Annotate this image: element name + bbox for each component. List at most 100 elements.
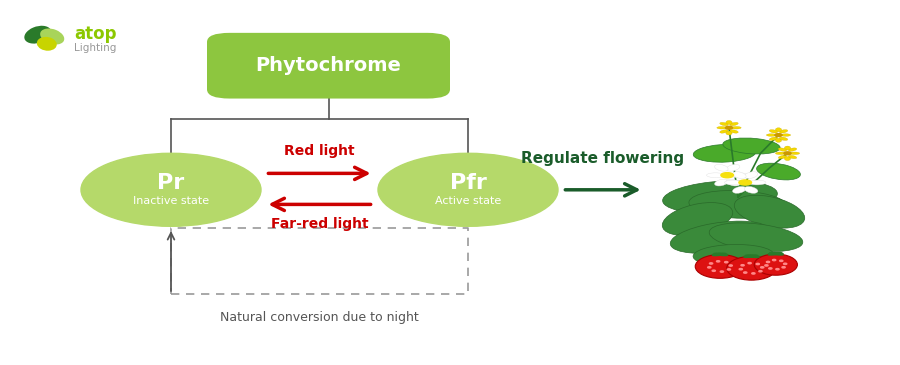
Circle shape xyxy=(769,268,772,269)
Ellipse shape xyxy=(24,26,51,43)
Ellipse shape xyxy=(743,255,760,258)
Ellipse shape xyxy=(768,252,782,256)
Ellipse shape xyxy=(693,245,774,266)
Circle shape xyxy=(765,265,768,266)
Ellipse shape xyxy=(754,254,797,275)
Ellipse shape xyxy=(785,157,790,161)
Circle shape xyxy=(760,267,764,268)
Text: Lighting: Lighting xyxy=(74,43,116,53)
Ellipse shape xyxy=(730,173,748,177)
Ellipse shape xyxy=(727,256,776,280)
Ellipse shape xyxy=(724,180,742,185)
Circle shape xyxy=(712,270,716,272)
Text: Active state: Active state xyxy=(435,196,501,206)
Circle shape xyxy=(727,269,731,270)
Circle shape xyxy=(748,262,752,264)
Ellipse shape xyxy=(720,122,728,126)
Circle shape xyxy=(378,153,558,226)
Ellipse shape xyxy=(790,152,800,155)
Ellipse shape xyxy=(695,255,745,278)
Ellipse shape xyxy=(730,130,738,133)
Circle shape xyxy=(772,260,776,261)
Ellipse shape xyxy=(693,145,756,162)
Circle shape xyxy=(784,152,791,155)
Ellipse shape xyxy=(670,221,770,253)
Circle shape xyxy=(739,269,742,270)
Ellipse shape xyxy=(734,195,805,228)
Circle shape xyxy=(775,134,782,137)
Ellipse shape xyxy=(776,128,781,132)
Text: Pr: Pr xyxy=(158,173,184,193)
Ellipse shape xyxy=(779,130,788,133)
Circle shape xyxy=(729,265,733,266)
Ellipse shape xyxy=(766,134,776,137)
Ellipse shape xyxy=(778,155,787,159)
Circle shape xyxy=(767,261,770,262)
Circle shape xyxy=(739,180,752,185)
Ellipse shape xyxy=(776,138,781,142)
Ellipse shape xyxy=(744,187,758,193)
Ellipse shape xyxy=(723,138,780,154)
Ellipse shape xyxy=(725,131,733,135)
Circle shape xyxy=(721,173,734,178)
Ellipse shape xyxy=(726,164,740,171)
Circle shape xyxy=(756,263,760,265)
Ellipse shape xyxy=(748,180,766,185)
Ellipse shape xyxy=(768,252,784,255)
Circle shape xyxy=(709,263,713,264)
Ellipse shape xyxy=(662,203,733,235)
Ellipse shape xyxy=(709,223,803,251)
Ellipse shape xyxy=(745,254,760,258)
Circle shape xyxy=(752,273,755,274)
Ellipse shape xyxy=(712,253,726,256)
Ellipse shape xyxy=(725,120,733,124)
Circle shape xyxy=(759,270,762,272)
Ellipse shape xyxy=(716,127,727,129)
Ellipse shape xyxy=(733,172,746,178)
Ellipse shape xyxy=(730,122,738,126)
Text: Regulate flowering: Regulate flowering xyxy=(521,151,685,166)
Circle shape xyxy=(741,265,744,266)
Circle shape xyxy=(707,267,711,268)
Text: Inactive state: Inactive state xyxy=(133,196,209,206)
Ellipse shape xyxy=(40,28,64,45)
Text: Pfr: Pfr xyxy=(450,173,486,193)
Ellipse shape xyxy=(37,37,57,51)
Ellipse shape xyxy=(715,164,728,171)
Ellipse shape xyxy=(779,137,788,141)
Circle shape xyxy=(716,261,720,262)
Text: Red light: Red light xyxy=(284,145,355,158)
Ellipse shape xyxy=(775,152,785,155)
Ellipse shape xyxy=(781,134,791,137)
Ellipse shape xyxy=(770,137,778,141)
Ellipse shape xyxy=(731,127,742,129)
Text: Far-red light: Far-red light xyxy=(271,218,368,231)
Circle shape xyxy=(776,269,779,270)
Ellipse shape xyxy=(785,146,790,150)
Ellipse shape xyxy=(770,252,784,256)
Text: Natural conversion due to night: Natural conversion due to night xyxy=(220,311,418,324)
Circle shape xyxy=(81,153,261,226)
Circle shape xyxy=(779,260,783,261)
Ellipse shape xyxy=(733,187,746,193)
Ellipse shape xyxy=(770,130,778,133)
Ellipse shape xyxy=(757,163,800,180)
FancyBboxPatch shape xyxy=(207,33,450,99)
Ellipse shape xyxy=(743,254,758,258)
Ellipse shape xyxy=(712,253,728,256)
Circle shape xyxy=(725,126,733,129)
Text: Phytochrome: Phytochrome xyxy=(256,56,401,75)
Circle shape xyxy=(743,272,747,273)
Circle shape xyxy=(782,267,785,268)
Ellipse shape xyxy=(720,130,728,133)
Ellipse shape xyxy=(788,148,796,151)
Circle shape xyxy=(784,263,787,265)
Ellipse shape xyxy=(726,179,740,186)
Ellipse shape xyxy=(706,173,724,177)
Ellipse shape xyxy=(788,155,796,159)
Ellipse shape xyxy=(662,181,778,213)
Ellipse shape xyxy=(744,172,758,178)
Circle shape xyxy=(724,261,728,263)
Ellipse shape xyxy=(715,179,728,186)
Ellipse shape xyxy=(714,253,728,256)
